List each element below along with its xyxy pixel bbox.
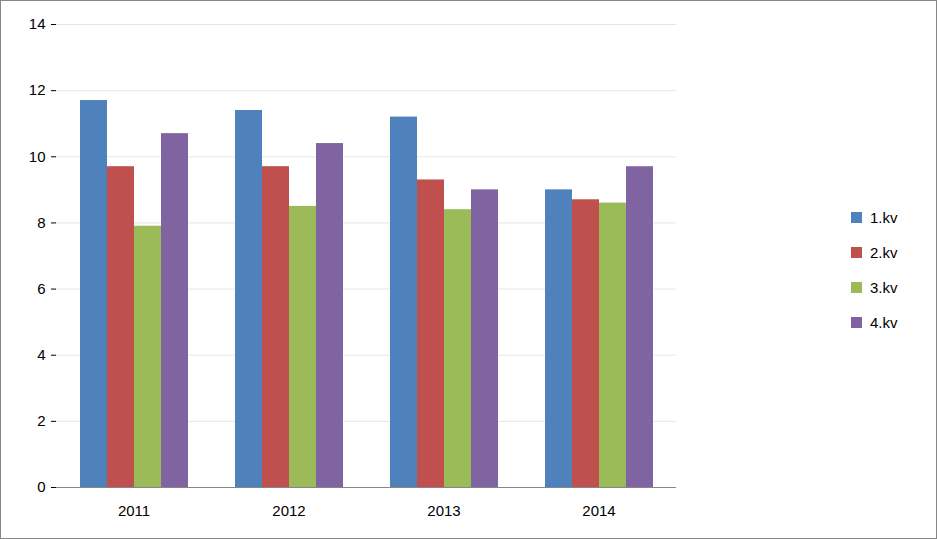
svg-text:6: 6 — [37, 280, 45, 297]
svg-text:2013: 2013 — [427, 502, 460, 519]
svg-text:2014: 2014 — [582, 502, 615, 519]
svg-text:2012: 2012 — [272, 502, 305, 519]
svg-text:2: 2 — [37, 412, 45, 429]
svg-text:4: 4 — [37, 346, 45, 363]
svg-text:14: 14 — [29, 15, 46, 32]
svg-text:8: 8 — [37, 214, 45, 231]
html-text:4.kv: 4.kv — [870, 313, 898, 331]
svg-text:12: 12 — [29, 81, 46, 98]
html-text:3.kv: 3.kv — [870, 278, 898, 296]
html-text:2.kv: 2.kv — [870, 243, 898, 261]
html-text:1.kv: 1.kv — [870, 208, 898, 226]
svg-text:10: 10 — [29, 148, 46, 165]
svg-text:0: 0 — [37, 478, 45, 495]
svg-text:2011: 2011 — [118, 502, 150, 519]
